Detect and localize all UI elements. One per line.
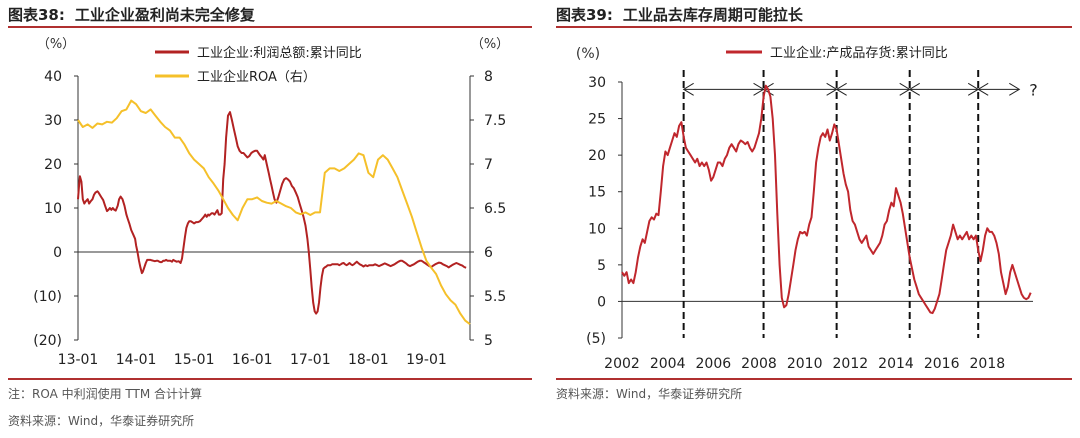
left-axis-tick-label: 20 xyxy=(44,157,62,173)
cycle-arrow-head xyxy=(1009,82,1021,96)
cycle-arrow-head xyxy=(682,82,694,96)
right-axis-tick-label: 5.5 xyxy=(484,289,506,305)
right-axis-tick-label: 5 xyxy=(484,333,493,349)
y-axis-tick-label: 30 xyxy=(588,75,606,91)
y-axis-tick-label: 0 xyxy=(597,294,606,310)
left-axis-tick-label: 10 xyxy=(44,201,62,217)
right-figure-number: 图表39: xyxy=(556,6,613,24)
x-axis-tick-label: 14-01 xyxy=(116,352,157,368)
right-bottom-rule xyxy=(556,378,1072,380)
left-title-rule xyxy=(8,26,532,28)
left-axis-unit: （%） xyxy=(37,37,75,52)
left-bottom-rule xyxy=(8,378,532,380)
x-axis-tick-label: 2006 xyxy=(696,356,732,372)
x-axis-tick-label: 2002 xyxy=(604,356,640,372)
x-axis-tick-label: 13-01 xyxy=(58,352,99,368)
y-axis-unit: (%) xyxy=(576,46,600,62)
right-figure: 图表39: 工业品去库存周期可能拉长 (%) 30 25 20 15 10 5 0 (5) 2002… xyxy=(548,0,1080,438)
left-axis-tick-label: (20) xyxy=(33,333,62,349)
x-axis-tick-label: 2018 xyxy=(970,356,1006,372)
left-figure-title: 图表38: 工业企业盈利尚未完全修复 xyxy=(8,4,255,25)
y-axis-tick-label: 20 xyxy=(588,148,606,164)
left-note: 注：ROA 中利润使用 TTM 合计计算 xyxy=(8,387,203,401)
right-axis-tick-label: 7.5 xyxy=(484,113,506,129)
series-line-1 xyxy=(77,111,467,315)
legend-label-1: 工业企业:利润总额:累计同比 xyxy=(197,45,362,61)
y-axis-tick-label: 10 xyxy=(588,221,606,237)
y-axis-tick-label: 15 xyxy=(588,185,606,201)
series-line-1 xyxy=(621,84,1032,315)
cycle-arrow-head xyxy=(835,82,847,96)
left-axis-tick-label: 0 xyxy=(53,245,62,261)
left-figure: 图表38: 工业企业盈利尚未完全修复 （%） （%） 40 30 20 10 0 (10) (20… xyxy=(8,4,532,428)
right-axis-tick-label: 6 xyxy=(484,245,493,261)
right-chart: (%) 30 25 20 15 10 5 0 (5) 2002 2004 2006 2008 2010 20… xyxy=(576,45,1038,372)
right-axis-tick-label: 8 xyxy=(484,69,493,85)
left-figure-number: 图表38: xyxy=(8,6,65,24)
left-chart: （%） （%） 40 30 20 10 0 (10) (20) 8 7.5 7 6.5 6 5.5 5 13-0… xyxy=(33,37,509,368)
series-line-2 xyxy=(77,99,471,325)
x-axis-tick-label: 2016 xyxy=(924,356,960,372)
right-figure-title: 图表39: 工业品去库存周期可能拉长 xyxy=(556,4,803,25)
x-axis-tick-label: 16-01 xyxy=(232,352,273,368)
legend-label-2: 工业企业ROA（右） xyxy=(197,69,316,85)
right-source: 资料来源：Wind，华泰证券研究所 xyxy=(556,387,743,401)
right-figure-heading: 工业品去库存周期可能拉长 xyxy=(622,6,803,24)
y-axis-tick-label: 25 xyxy=(588,112,606,128)
x-axis-tick-label: 2008 xyxy=(741,356,777,372)
x-axis-tick-label: 2004 xyxy=(650,356,686,372)
right-axis-unit: （%） xyxy=(471,37,509,52)
right-title-rule xyxy=(556,26,1072,28)
left-axis-tick-label: 40 xyxy=(44,69,62,85)
cycle-arrow-head xyxy=(977,82,989,96)
x-axis-tick-label: 17-01 xyxy=(290,352,331,368)
x-axis-tick-label: 15-01 xyxy=(174,352,215,368)
x-axis-tick-label: 2010 xyxy=(787,356,823,372)
y-axis-tick-label: 5 xyxy=(597,258,606,274)
right-axis-tick-label: 6.5 xyxy=(484,201,506,217)
x-axis-tick-label: 18-01 xyxy=(348,352,389,368)
x-axis-tick-label: 2014 xyxy=(878,356,914,372)
x-axis-tick-label: 2012 xyxy=(833,356,869,372)
legend-label-1: 工业企业:产成品存货:累计同比 xyxy=(770,45,948,61)
cycle-question-mark: ? xyxy=(1029,80,1038,99)
left-axis-tick-label: (10) xyxy=(33,289,62,305)
left-figure-heading: 工业企业盈利尚未完全修复 xyxy=(74,6,255,24)
left-source: 资料来源：Wind，华泰证券研究所 xyxy=(8,414,195,428)
right-axis-tick-label: 7 xyxy=(484,157,493,173)
left-axis-tick-label: 30 xyxy=(44,113,62,129)
x-axis-tick-label: 19-01 xyxy=(406,352,447,368)
y-axis-tick-label: (5) xyxy=(586,331,606,347)
cycle-arrow-head xyxy=(908,82,920,96)
